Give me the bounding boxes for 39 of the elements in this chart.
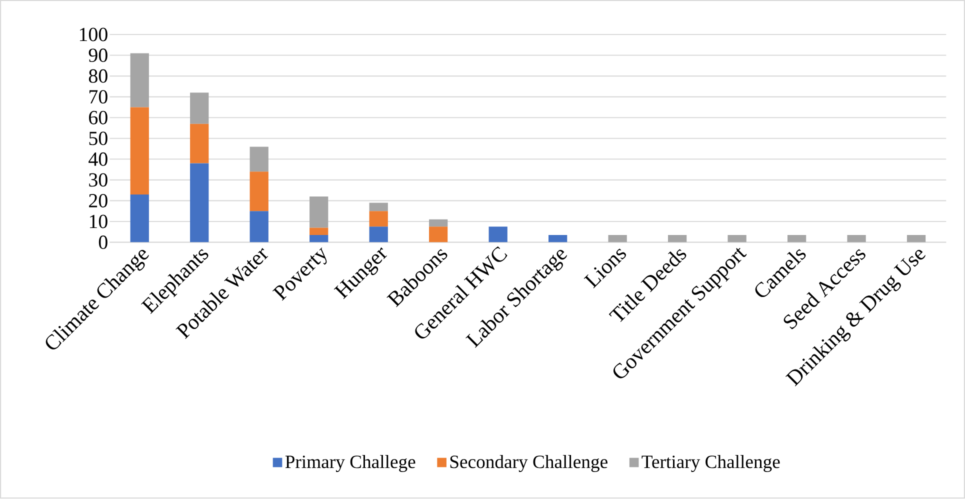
bar: [310, 228, 328, 236]
bar: [130, 107, 149, 195]
bar: [130, 194, 149, 243]
legend-label: Secondary Challenge: [450, 455, 608, 472]
bar: [668, 235, 687, 243]
legend-label: Primary Challege: [285, 455, 416, 472]
bar: [847, 235, 866, 243]
legend-label: Tertiary Challenge: [642, 455, 780, 472]
bar: [250, 172, 268, 212]
y-tick-label: 80: [88, 70, 108, 84]
y-tick-label: 20: [89, 194, 108, 208]
bar: [250, 211, 268, 243]
y-tick-label: 10: [90, 214, 108, 228]
bar: [369, 203, 388, 212]
bar: [190, 124, 209, 164]
y-tick-label: 0: [98, 236, 108, 250]
y-tick-label: 60: [89, 111, 108, 125]
bar: [608, 235, 627, 243]
bar: [369, 211, 388, 227]
bar: [488, 226, 508, 243]
y-tick-label: 70: [89, 90, 108, 104]
bar: [190, 92, 209, 124]
y-tick-label: 40: [88, 152, 108, 166]
bar: [429, 226, 448, 243]
y-tick-label: 30: [89, 173, 108, 187]
bar: [429, 220, 448, 227]
bar: [906, 235, 926, 243]
y-tick-label: 100: [80, 28, 108, 42]
bar: [250, 146, 268, 172]
bar: [369, 226, 388, 243]
bar: [310, 235, 328, 243]
y-tick-label: 50: [89, 132, 108, 146]
bar: [190, 164, 209, 243]
bar: [130, 53, 149, 108]
bar: [310, 196, 328, 228]
y-tick-label: 90: [88, 48, 108, 62]
bar: [728, 235, 746, 243]
bar: [787, 235, 806, 243]
bar: [548, 235, 568, 243]
